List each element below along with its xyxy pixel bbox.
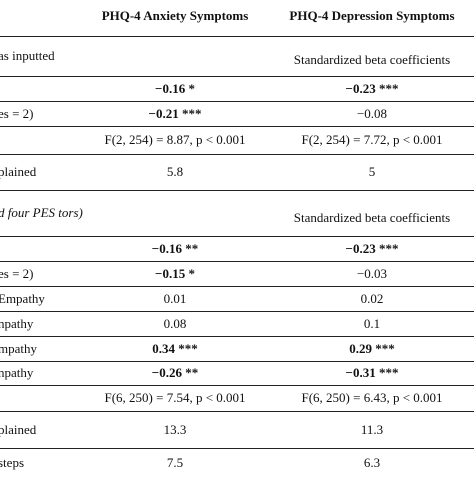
table-row: as inputted Standardized beta coefficient… [0,36,474,77]
table-row: npathy −0.26 ** −0.31 *** [0,361,474,386]
table-row: npathy 0.08 0.1 [0,311,474,337]
cell: 5 [368,164,376,179]
row-label: Empathy [0,290,45,306]
column-header: PHQ-4 Depression Symptoms [289,8,455,23]
table-row: d four PES tors) Standardized beta coeffi… [0,190,474,237]
table-row: plained 5.8 5 [0,154,474,191]
table-row: plained 13.3 11.3 [0,411,474,449]
cell: F(6, 250) = 6.43, p < 0.001 [301,390,443,405]
cell: −0.15 * [155,265,195,281]
row-label: plained [0,164,37,179]
cell: 0.29 *** [349,340,395,356]
table-row: −0.16 * −0.23 *** [0,76,474,102]
table-row: −0.16 ** −0.23 *** [0,236,474,262]
cell: Standardized beta coefficients [293,52,451,67]
cell: 6.3 [363,455,381,470]
cell: −0.26 ** [151,365,199,380]
cell: −0.23 *** [345,80,399,96]
cell: −0.03 [356,265,388,281]
row-label: es = 2) [0,105,34,121]
cell: −0.16 * [155,80,195,96]
cell: F(6, 250) = 7.54, p < 0.001 [104,390,246,405]
cell: −0.21 *** [148,105,202,121]
cell: −0.23 *** [345,240,399,256]
table-row: F(6, 250) = 7.54, p < 0.001 F(6, 250) = 6… [0,385,474,412]
cell: 0.02 [360,290,384,306]
cell: 7.5 [166,455,184,470]
column-header: PHQ-4 Anxiety Symptoms [101,8,249,23]
cell: Standardized beta coefficients [293,209,451,225]
cell: 0.34 *** [152,340,198,356]
row-label: plained [0,421,37,437]
row-label: npathy [0,315,34,331]
cell: 0.1 [363,315,381,331]
cell: −0.16 ** [151,240,199,256]
table-row: mpathy 0.34 *** 0.29 *** [0,336,474,362]
cell: 13.3 [163,421,187,437]
table-row: steps 7.5 6.3 [0,448,474,478]
row-label: steps [0,455,24,470]
cell: 5.8 [166,164,184,179]
row-label: d four PES tors) [0,205,83,220]
cell: F(2, 254) = 8.87, p < 0.001 [104,132,246,147]
table-row: es = 2) −0.21 *** −0.08 [0,101,474,127]
table-row: es = 2) −0.15 * −0.03 [0,261,474,287]
cell: 0.08 [163,315,187,331]
cell: F(2, 254) = 7.72, p < 0.001 [301,132,443,147]
row-label: mpathy [0,340,37,356]
table-row: Empathy 0.01 0.02 [0,286,474,312]
cell: −0.08 [356,105,388,121]
cell: 11.3 [360,421,384,437]
row-label: es = 2) [0,265,34,281]
table-row: F(2, 254) = 8.87, p < 0.001 F(2, 254) = 7… [0,126,474,155]
row-label: npathy [0,365,34,380]
row-label: as inputted [0,48,55,63]
header-row: PHQ-4 Anxiety Symptoms PHQ-4 Depression … [0,0,474,37]
cell: 0.01 [163,290,187,306]
cell: −0.31 *** [345,365,399,380]
